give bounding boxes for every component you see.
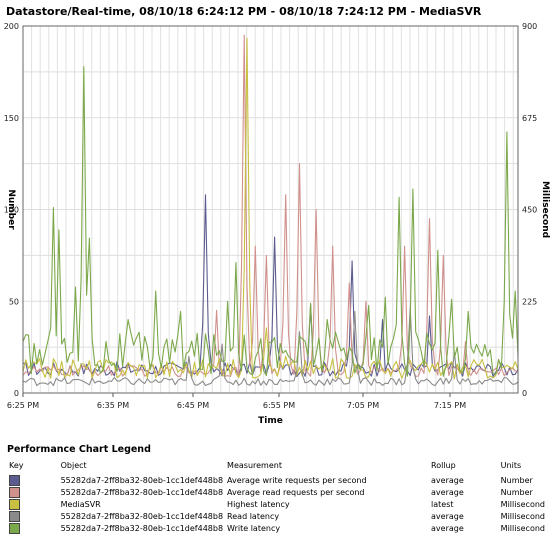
legend-units: Millisecond [500, 523, 545, 533]
legend-header-rollup: Rollup [431, 461, 456, 470]
legend-title: Performance Chart Legend [7, 444, 151, 455]
legend-header-units: Units [500, 461, 522, 470]
legend-row: 55282da7-2ff8ba32-80eb-1cc1def448b8 Read … [7, 510, 547, 522]
chart-title: Datastore/Real-time, 08/10/18 6:24:12 PM… [6, 5, 482, 18]
legend-rollup: average [431, 487, 464, 497]
legend-swatch [9, 474, 20, 486]
y-axis-label-left: Number [6, 189, 16, 230]
legend-swatch [9, 510, 20, 522]
legend-object: MediaSVR [60, 499, 101, 509]
legend-units: Millisecond [500, 499, 545, 509]
series-line-4 [22, 306, 519, 387]
legend-key [7, 510, 59, 522]
legend-swatch [9, 486, 20, 498]
y-tick-label-right: 450 [522, 206, 537, 215]
legend-table: Key Object Measurement Rollup Units 5528… [7, 457, 547, 534]
legend-header-row: Key Object Measurement Rollup Units [7, 457, 547, 474]
y-tick-label-left: 50 [9, 297, 19, 306]
x-tick-label: 6:55 PM [263, 401, 295, 410]
legend-units: Number [500, 475, 533, 485]
legend-rollup: average [431, 475, 464, 485]
series-line-1 [22, 194, 519, 378]
legend-object: 55282da7-2ff8ba32-80eb-1cc1def448b8 [60, 487, 224, 497]
legend-row: 55282da7-2ff8ba32-80eb-1cc1def448b8 Avera… [7, 486, 547, 498]
performance-chart: 0 50 100 150 200 0 225 450 675 900 6:25 PM 6:35 PM 6… [4, 22, 550, 426]
legend-rollup: average [431, 511, 464, 521]
y-tick-label-left: 200 [4, 22, 19, 31]
x-tick-label: 6:25 PM [7, 401, 39, 410]
legend-header-key: Key [9, 461, 24, 470]
legend-units: Millisecond [500, 511, 545, 521]
y-tick-label-right: 675 [522, 114, 537, 123]
y-tick-label-left: 100 [4, 206, 19, 215]
y-tick-label-left: 150 [4, 114, 19, 123]
legend-measurement: Average read requests per second [227, 487, 365, 497]
legend-swatch [9, 522, 20, 534]
legend-measurement: Average write requests per second [227, 475, 367, 485]
y-tick-label-right: 225 [522, 297, 537, 306]
legend-units: Number [500, 487, 533, 497]
legend-object: 55282da7-2ff8ba32-80eb-1cc1def448b8 [60, 475, 224, 485]
series-line-3 [22, 37, 519, 380]
y-axis-label-right: Millisecond [540, 181, 550, 238]
legend-swatch [9, 498, 20, 510]
legend-key [7, 522, 59, 534]
x-axis-label: Time [258, 416, 283, 426]
legend-row: 55282da7-2ff8ba32-80eb-1cc1def448b8 Write… [7, 522, 547, 534]
legend-measurement: Highest latency [227, 499, 290, 509]
legend-object: 55282da7-2ff8ba32-80eb-1cc1def448b8 [60, 511, 224, 521]
legend-rollup: average [431, 523, 464, 533]
legend-key [7, 498, 59, 510]
legend-measurement: Write latency [227, 523, 281, 533]
legend-rollup: latest [431, 499, 454, 509]
x-tick-label: 6:35 PM [97, 401, 129, 410]
legend-key [7, 474, 59, 486]
y-tick-label-left: 0 [14, 389, 19, 398]
legend-header-object: Object [60, 461, 87, 470]
y-tick-label-right: 900 [522, 22, 537, 31]
x-tick-label: 6:45 PM [177, 401, 209, 410]
legend-row: MediaSVR Highest latency latest Millisecond [7, 498, 547, 510]
plot-frame [22, 25, 519, 394]
legend-header-measurement: Measurement [227, 461, 282, 470]
x-tick-label: 7:15 PM [434, 401, 466, 410]
legend-row: 55282da7-2ff8ba32-80eb-1cc1def448b8 Avera… [7, 474, 547, 486]
series-line-5 [22, 66, 519, 377]
legend-object: 55282da7-2ff8ba32-80eb-1cc1def448b8 [60, 523, 224, 533]
legend-key [7, 486, 59, 498]
legend-measurement: Read latency [227, 511, 280, 521]
x-tick-label: 7:05 PM [347, 401, 379, 410]
y-tick-label-right: 0 [522, 389, 527, 398]
